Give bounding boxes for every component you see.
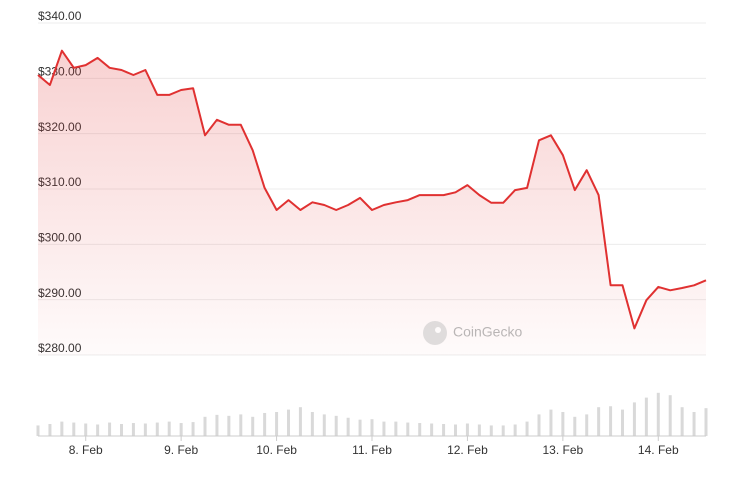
volume-bar: [656, 392, 660, 436]
volume-bar: [573, 416, 577, 436]
volume-bar: [704, 408, 708, 436]
volume-bar: [36, 425, 40, 436]
volume-bar: [430, 423, 434, 436]
x-tick-label: 11. Feb: [352, 443, 392, 457]
volume-bar: [96, 424, 100, 436]
volume-bar: [239, 414, 243, 436]
volume-bar: [561, 412, 565, 436]
volume-bar: [227, 415, 231, 436]
volume-bar: [668, 395, 672, 436]
price-area: [38, 50, 706, 355]
volume-bar: [72, 422, 76, 436]
x-tick-label: 9. Feb: [164, 443, 198, 457]
volume-bar: [251, 416, 255, 436]
volume-bar: [465, 423, 469, 436]
watermark: CoinGecko: [423, 321, 522, 345]
volume-bar: [358, 419, 362, 436]
volume-bar: [418, 423, 422, 436]
volume-bar: [155, 422, 159, 436]
watermark-text: CoinGecko: [453, 324, 522, 340]
volume-bar: [143, 423, 147, 436]
volume-bar: [120, 424, 123, 436]
volume-bar: [525, 421, 529, 436]
volume-bar: [60, 421, 64, 436]
volume-bar: [275, 412, 279, 436]
volume-bar: [621, 409, 624, 436]
volume-bar: [406, 422, 410, 436]
x-tick-label: 8. Feb: [69, 443, 103, 457]
volume-bar: [501, 425, 505, 436]
volume-bar: [644, 397, 648, 436]
volume-bar: [263, 412, 267, 436]
x-tick-label: 12. Feb: [447, 443, 488, 457]
volume-bar: [454, 424, 457, 436]
volume-bar: [692, 412, 696, 436]
volume-bar: [179, 423, 183, 436]
watermark-logo: [423, 321, 447, 345]
volume-bar: [585, 414, 589, 436]
price-line: [37, 49, 707, 330]
volume-bar: [310, 412, 314, 436]
volume-bar: [48, 424, 52, 436]
volume-bar: [513, 424, 517, 436]
volume-bar: [489, 425, 493, 436]
x-tick-label: 13. Feb: [543, 443, 584, 457]
volume-bar: [442, 424, 446, 436]
volume-bar: [287, 409, 290, 436]
volume-bar: [609, 406, 613, 436]
volume-bar: [191, 422, 195, 436]
volume-bar: [167, 421, 171, 436]
volume-bar: [382, 421, 386, 436]
volume-bar: [298, 407, 302, 436]
y-tick-label: $340.00: [38, 9, 82, 23]
volume-bar: [131, 423, 135, 436]
volume-bar: [394, 421, 398, 436]
volume-bar: [334, 415, 338, 436]
x-tick-label: 10. Feb: [256, 443, 297, 457]
volume-bar: [549, 409, 553, 436]
volume-bar: [680, 407, 684, 436]
volume-bar: [108, 422, 112, 436]
volume-bar: [84, 423, 88, 436]
volume-bar: [370, 419, 374, 436]
volume-bar: [632, 402, 636, 436]
volume-bar: [477, 424, 481, 436]
volume-bar: [215, 414, 219, 436]
volume-bar: [203, 416, 207, 436]
watermark-logo-eye: [435, 327, 441, 333]
volume-bar: [346, 417, 350, 436]
volume-bar: [322, 414, 326, 436]
x-tick-label: 14. Feb: [638, 443, 679, 457]
volume-bar: [597, 407, 601, 436]
volume-bar: [537, 414, 541, 436]
